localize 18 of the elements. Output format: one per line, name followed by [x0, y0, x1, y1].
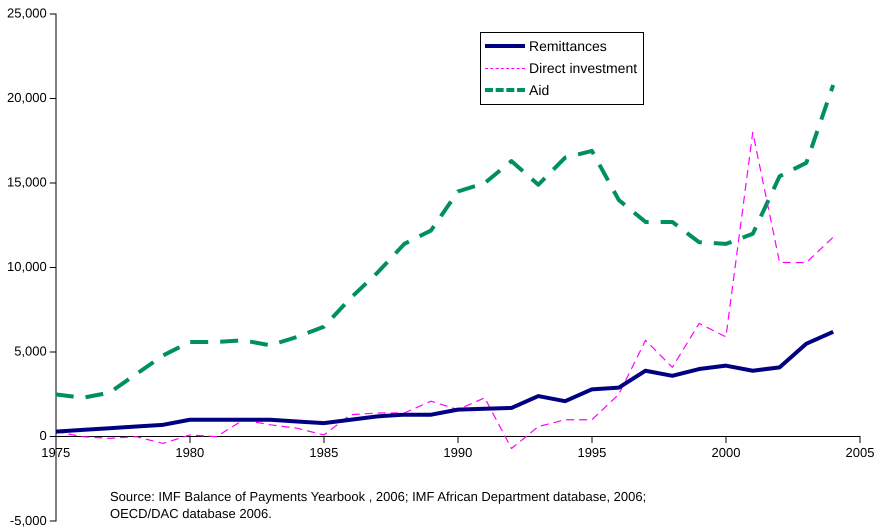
y-tick-label: 10,000: [6, 259, 47, 274]
x-tick-label: 1985: [309, 445, 338, 460]
y-tick-label: 5,000: [14, 344, 47, 359]
annotation: Source: IMF Balance of Payments Yearbook , 2006; IMF African Department database, 2006; OECD/DAC database 2006.: [110, 488, 648, 522]
y-tick-label: 0: [40, 428, 47, 444]
x-tick-label: 1980: [175, 445, 204, 460]
legend-label: Direct investment: [529, 60, 638, 76]
y-tick-label: -5,000: [10, 512, 47, 528]
x-tick-label: 1990: [443, 445, 472, 460]
line-series: [56, 83, 836, 400]
legend-label: Aid: [529, 82, 550, 98]
y-tick-label: 20,000: [6, 90, 47, 106]
y-tick-label: 25,000: [6, 6, 47, 21]
x-tick-label: 2000: [712, 445, 740, 460]
x-tick-label: 1995: [577, 445, 606, 460]
x-tick-label: 2005: [846, 445, 874, 460]
legend-label: Remittances: [529, 38, 607, 54]
y-tick-label: 15,000: [6, 174, 47, 190]
